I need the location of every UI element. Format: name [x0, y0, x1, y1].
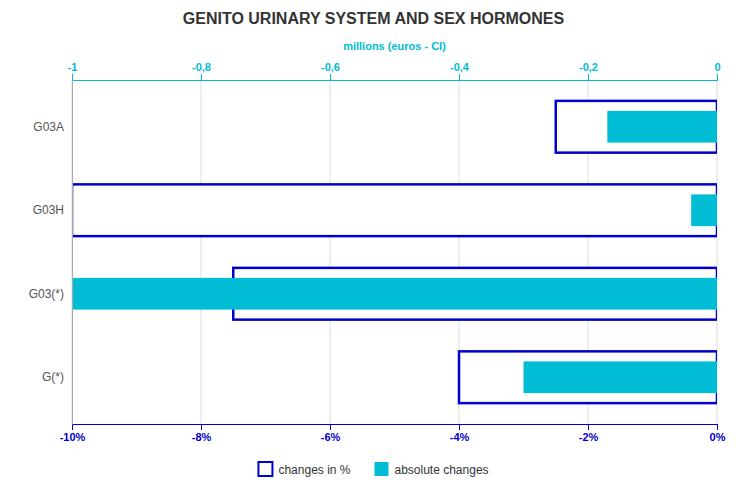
tick: -0,8: [192, 61, 211, 80]
tick: 0%: [710, 424, 726, 443]
tick-label: -10%: [60, 431, 86, 443]
tick-mark: [201, 74, 202, 80]
tick-label: -1: [68, 61, 78, 73]
tick: -8%: [192, 424, 212, 443]
tick: -1: [68, 61, 78, 80]
tick-mark: [717, 424, 718, 430]
tick: G03(*): [29, 287, 72, 301]
axis-title: millions (euros - CI): [343, 40, 446, 52]
title: GENITO URINARY SYSTEM AND SEX HORMONES: [183, 10, 565, 27]
tick: -0,2: [579, 61, 598, 80]
bar: [72, 184, 717, 236]
tick-label: -2%: [579, 431, 599, 443]
axis-line: [72, 81, 73, 425]
tick: -6%: [321, 424, 341, 443]
chart: GENITO URINARY SYSTEM AND SEX HORMONES -1…: [0, 0, 747, 488]
tick-label: G03H: [33, 203, 64, 217]
grid-line: [201, 80, 202, 424]
tick-label: -0,8: [192, 61, 211, 73]
axis-line: [73, 74, 718, 81]
bar: [524, 361, 718, 393]
tick-mark: [459, 424, 460, 430]
legend-label: changes in %: [278, 463, 350, 477]
legend-label: absolute changes: [394, 463, 488, 477]
grid-line: [72, 80, 73, 424]
x-axis: -10% -8% -6% -4% -2% 0%: [60, 424, 726, 443]
tick-label: G(*): [42, 370, 64, 384]
tick: G03H: [33, 203, 72, 217]
tick-label: -8%: [192, 431, 212, 443]
tick-label: G03A: [33, 120, 64, 134]
tick: -10%: [60, 424, 86, 443]
legend-swatch: [258, 462, 272, 476]
tick: 0: [714, 61, 720, 80]
legend-item: changes in %: [258, 462, 350, 477]
tick: -2%: [579, 424, 599, 443]
legend-swatch: [374, 462, 388, 476]
tick-mark: [588, 424, 589, 430]
tick: -0,4: [450, 61, 470, 80]
tick-label: 0: [714, 61, 720, 73]
tick-mark: [330, 74, 331, 80]
bar: [607, 111, 717, 143]
grid: [72, 80, 717, 424]
legend-item: absolute changes: [374, 462, 488, 477]
tick-label: -0,6: [321, 61, 340, 73]
grid-line: [330, 80, 331, 424]
tick-mark: [201, 424, 202, 430]
tick-mark: [717, 74, 718, 80]
legend: changes in % absolute changes: [258, 462, 488, 477]
tick: -0,6: [321, 61, 340, 80]
tick: G03A: [33, 120, 72, 134]
tick: G(*): [42, 370, 72, 384]
axis-line: [73, 425, 718, 431]
tick-mark: [330, 424, 331, 430]
bar: [72, 278, 717, 310]
y-axis: G03A G03H G03(*) G(*): [29, 81, 73, 425]
tick: -4%: [450, 424, 470, 443]
tick-label: -0,4: [450, 61, 470, 73]
tick-mark: [72, 424, 73, 430]
x2-axis: -1 -0,8 -0,6 -0,4 -0,2 0: [68, 61, 721, 81]
tick-mark: [588, 74, 589, 80]
tick-label: -0,2: [579, 61, 598, 73]
tick-label: 0%: [710, 431, 726, 443]
tick-label: -6%: [321, 431, 341, 443]
bar: [459, 351, 717, 403]
tick-label: G03(*): [29, 287, 64, 301]
bar: [556, 101, 717, 153]
tick-mark: [459, 74, 460, 80]
tick-mark: [72, 74, 73, 80]
bars: [72, 101, 717, 403]
tick-label: -4%: [450, 431, 470, 443]
bar: [691, 194, 717, 226]
